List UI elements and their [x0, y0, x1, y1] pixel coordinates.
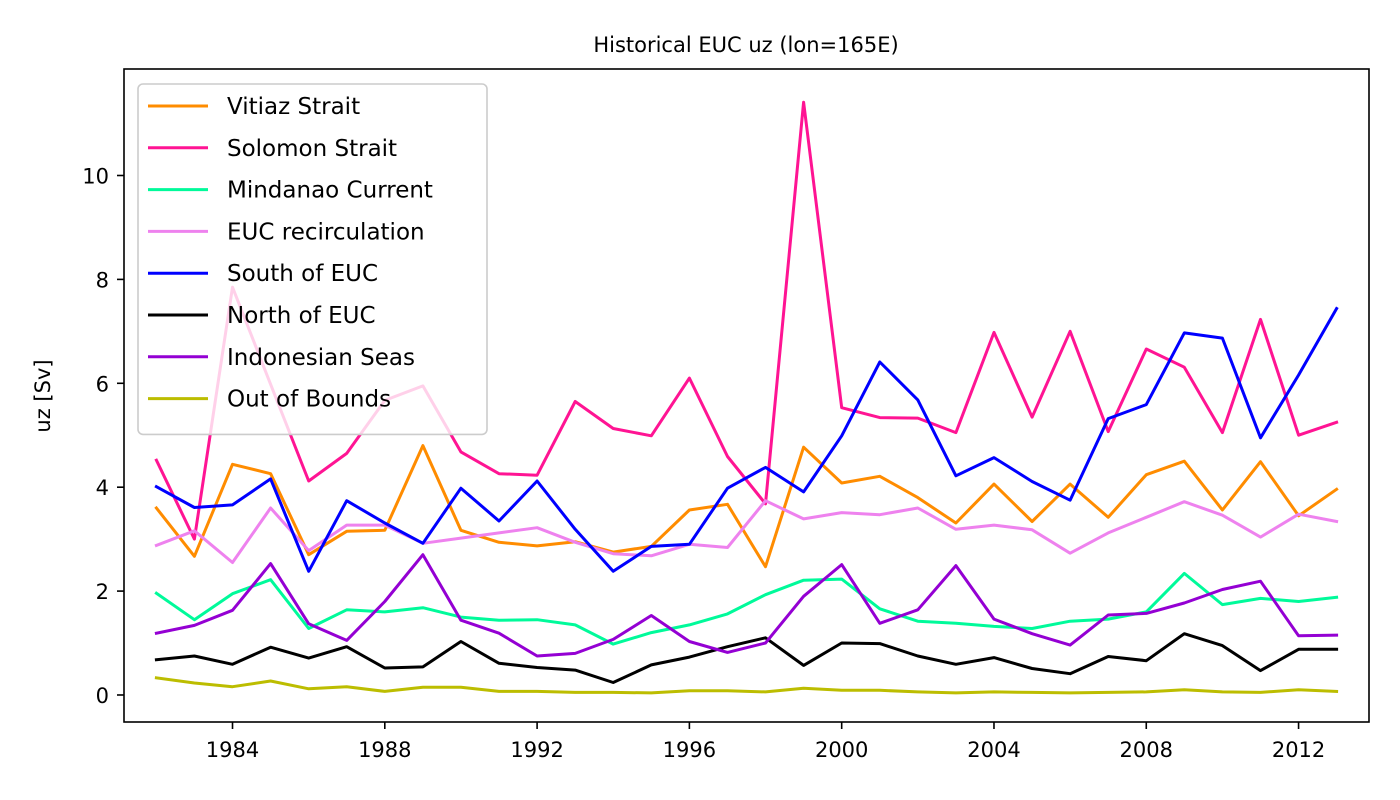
series-line-0 [154, 444, 1339, 569]
axes-layer: 1984 1988 1992 1996 2000 2004 2008 2012 0 2 4 6 8 10 [82, 68, 1370, 762]
chart-title: Historical EUC uz (lon=165E) [593, 33, 898, 57]
x-tick-label-2: 1992 [510, 738, 563, 762]
y-axis-label: uz [Sv] [31, 359, 55, 432]
legend-box [137, 83, 488, 436]
series-line-1 [154, 100, 1339, 541]
legend-label-1: Solomon Strait [227, 136, 397, 162]
x-tick-label-4: 2000 [815, 738, 868, 762]
y-tick-label-1: 2 [96, 580, 109, 604]
legend-label-7: Out of Bounds [227, 387, 391, 413]
y-tick-label-4: 8 [96, 268, 109, 292]
y-tick-label-0: 0 [96, 684, 109, 708]
series-line-6 [154, 553, 1339, 658]
legend-label-5: North of EUC [227, 303, 376, 329]
series-layer [154, 100, 1339, 695]
x-tick-label-5: 2004 [967, 738, 1020, 762]
series-line-4 [154, 306, 1339, 573]
x-tick-label-6: 2008 [1120, 738, 1173, 762]
x-tick-label-3: 1996 [663, 738, 716, 762]
x-tick-label-0: 1984 [206, 738, 259, 762]
legend-label-6: Indonesian Seas [227, 345, 415, 371]
legend-label-0: Vitiaz Strait [227, 94, 360, 120]
x-tick-label-7: 2012 [1272, 738, 1325, 762]
y-tick-label-2: 4 [96, 476, 109, 500]
x-tick-label-1: 1988 [358, 738, 411, 762]
legend-label-2: Mindanao Current [227, 178, 433, 204]
y-tick-label-5: 10 [82, 164, 109, 188]
legend: Vitiaz Strait Solomon Strait Mindanao Curr… [137, 83, 488, 436]
legend-label-3: EUC recirculation [227, 219, 425, 245]
series-line-7 [154, 676, 1339, 695]
series-line-5 [154, 632, 1339, 684]
y-tick-label-3: 6 [96, 372, 109, 396]
legend-label-4: South of EUC [227, 261, 378, 287]
plot-frame [123, 68, 1370, 723]
series-line-3 [154, 499, 1339, 564]
